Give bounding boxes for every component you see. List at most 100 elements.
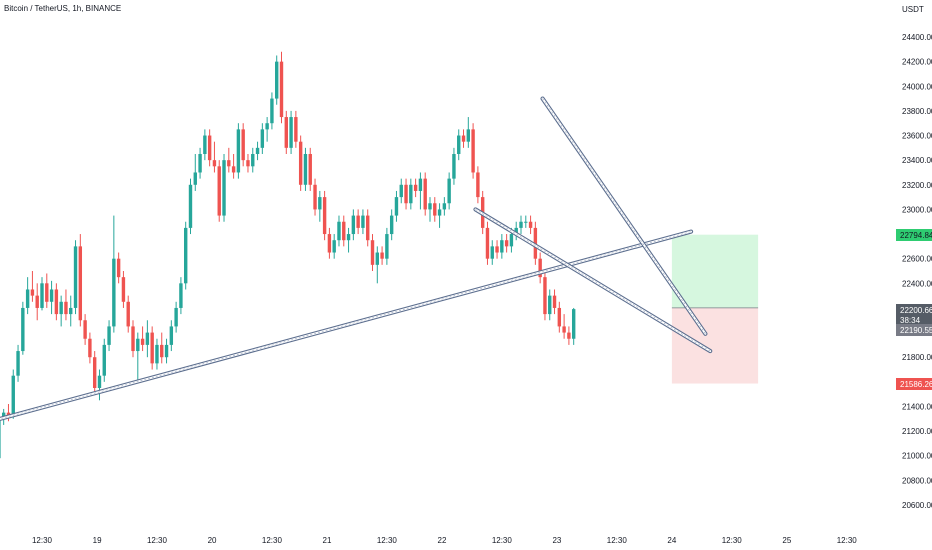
y-tick-label: 21000.00: [902, 452, 932, 461]
candle-body: [169, 326, 174, 345]
y-tick-label: 21200.00: [902, 427, 932, 436]
candle-body: [476, 172, 480, 198]
chart-title: Bitcoin / TetherUS, 1h, BINANCE: [4, 4, 122, 13]
candle-body: [207, 135, 212, 161]
stop-zone: [671, 307, 759, 384]
candle-body: [351, 215, 356, 235]
candle-body: [54, 289, 59, 315]
candle-body: [457, 135, 461, 154]
trendline-channel-lower-center: [475, 209, 711, 352]
y-tick-label: 24400.00: [902, 33, 932, 42]
candle-body: [461, 135, 466, 142]
x-tick-label: 12:30: [262, 536, 283, 545]
candle-body: [370, 240, 375, 265]
candle-body: [150, 332, 154, 364]
candle-body: [500, 240, 504, 253]
x-tick-label: 22: [438, 536, 447, 545]
candle-body: [548, 295, 552, 315]
x-tick-label: 19: [93, 536, 102, 545]
candle-body: [49, 289, 54, 302]
candle-body: [251, 154, 255, 167]
y-tick-label: 23200.00: [902, 181, 932, 190]
candle-body: [557, 307, 562, 327]
x-tick-label: 12:30: [607, 536, 628, 545]
candle-body: [346, 234, 351, 241]
x-tick-label: 12:30: [147, 536, 168, 545]
y-tick-label: 21400.00: [902, 402, 932, 411]
candle-body: [356, 215, 360, 228]
candle-body: [298, 141, 303, 185]
price-tag-label: 38:34: [900, 316, 921, 325]
candle-body: [246, 160, 250, 167]
candle-body: [30, 289, 35, 296]
candle-body: [164, 344, 169, 358]
candle-body: [567, 332, 571, 339]
price-tag-last: [896, 324, 932, 336]
candle-body: [231, 166, 236, 173]
candle-body: [294, 117, 298, 142]
candle-body: [303, 154, 308, 185]
candle-body: [184, 227, 188, 284]
candle-body: [73, 246, 78, 308]
candle-body: [538, 258, 542, 278]
candle-body: [423, 178, 427, 210]
candle-body: [413, 184, 418, 191]
y-tick-label: 23000.00: [902, 205, 932, 214]
x-tick-label: 23: [552, 536, 561, 545]
trendline-channel-upper-inner: [541, 97, 707, 335]
candle-body: [78, 246, 83, 321]
candle-body: [389, 215, 394, 235]
candle-body: [279, 61, 284, 118]
price-tag-stop: [896, 378, 932, 390]
candle-body: [375, 252, 379, 265]
candle-body: [509, 234, 514, 247]
target-zone: [671, 234, 759, 308]
candle-body: [528, 221, 533, 228]
candle-body: [399, 184, 403, 198]
candle-body: [471, 129, 475, 173]
x-tick-label: 12:30: [32, 536, 53, 545]
candle-body: [452, 154, 456, 179]
x-tick-label: 24: [667, 536, 676, 545]
candle-body: [112, 258, 116, 327]
price-tag-target: [896, 229, 932, 241]
candle-body: [198, 154, 202, 173]
candle-body: [428, 203, 432, 210]
candle-body: [385, 234, 389, 259]
candle-body: [11, 375, 15, 417]
candle-body: [212, 160, 217, 167]
candle-body: [59, 301, 63, 315]
y-tick-label: 24000.00: [902, 82, 932, 91]
y-tick-label: 22400.00: [902, 279, 932, 288]
candle-body: [21, 307, 25, 352]
candle-body: [447, 178, 451, 204]
candle-body: [255, 147, 260, 154]
candle-body: [409, 184, 413, 204]
candle-body: [366, 215, 370, 241]
x-tick-label: 20: [208, 536, 217, 545]
candle-body: [485, 227, 490, 259]
candle-body: [16, 351, 20, 376]
candle-body: [131, 326, 135, 352]
candle-body: [107, 326, 111, 345]
candle-body: [241, 129, 245, 161]
candle-body: [466, 129, 471, 142]
candle-body: [289, 117, 293, 148]
candle-body: [45, 283, 49, 302]
candle-body: [97, 375, 102, 388]
candle-body: [121, 277, 126, 302]
candle-body: [83, 320, 87, 339]
candle-body: [35, 295, 39, 308]
price-tag-label: 21586.26: [900, 380, 932, 389]
candle-body: [437, 209, 442, 216]
candle-body: [404, 184, 408, 204]
candle-body: [332, 240, 336, 253]
candle-body: [337, 221, 341, 241]
y-tick-label: 20800.00: [902, 476, 932, 485]
y-tick-label: 22600.00: [902, 255, 932, 264]
candle-body: [260, 129, 265, 148]
candle-body: [88, 338, 92, 358]
candle-body: [136, 338, 140, 352]
